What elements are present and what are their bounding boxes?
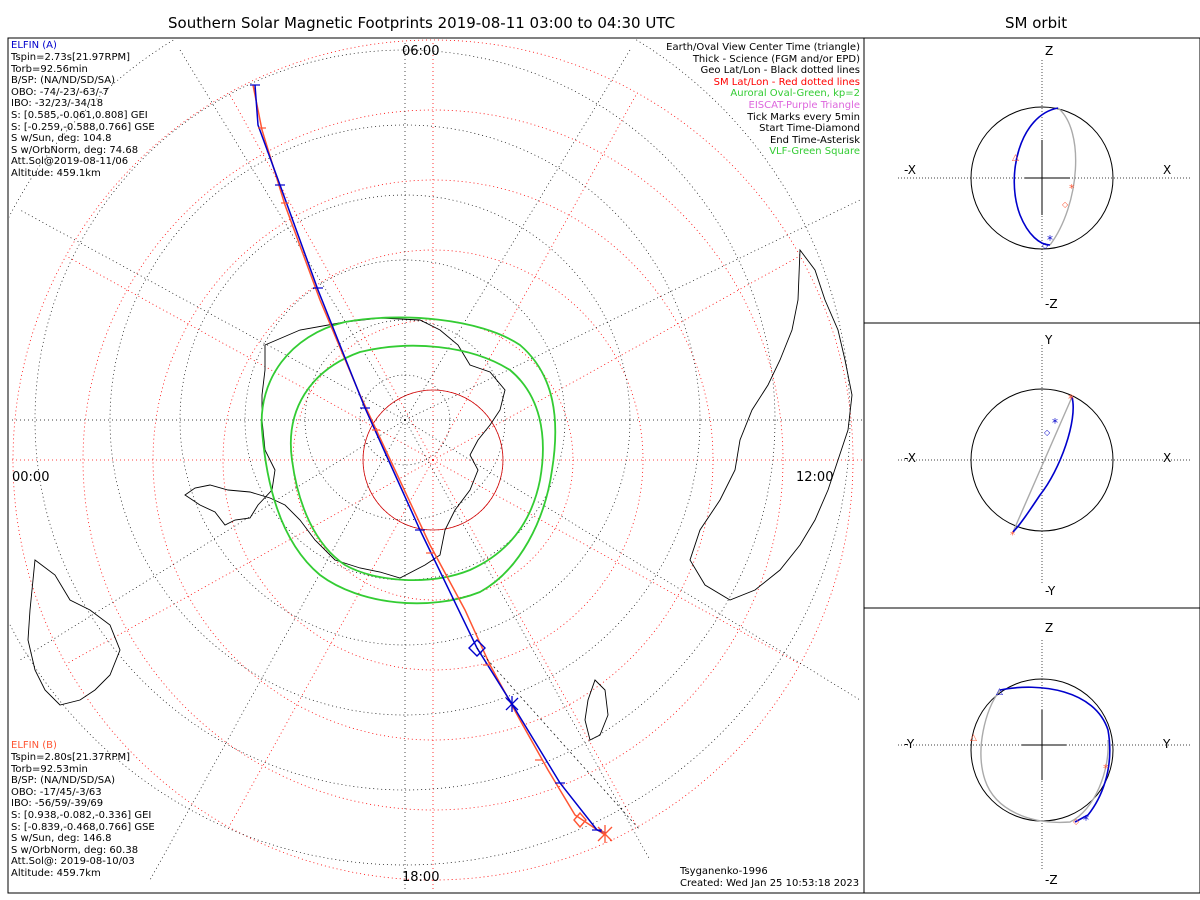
orbit2-h-right: X xyxy=(1163,451,1172,465)
sm-meridians xyxy=(10,40,862,890)
elfin-b-line: B/SP: (NA/ND/SD/SA) xyxy=(11,775,115,787)
elfin-b-end-asterisk xyxy=(597,825,613,843)
elfin-a-line: S: [0.585,-0.061,0.808] GEI xyxy=(11,109,148,121)
orbit1-v-bottom: -Z xyxy=(1045,297,1058,311)
island-coastline xyxy=(584,679,609,741)
elfin-a-label: ELFIN (A) xyxy=(11,40,57,51)
svg-text:*: * xyxy=(1083,813,1089,827)
elfin-a-line: OBO: -74/-23/-63/-7 xyxy=(11,86,109,98)
orbit1-h-right: X xyxy=(1163,163,1172,177)
orbit2-h-left: -X xyxy=(904,451,916,465)
legend: Earth/Oval View Center Time (triangle) T… xyxy=(666,42,860,158)
mlt-label-bottom: 18:00 xyxy=(402,870,440,885)
legend-item: VLF-Green Square xyxy=(769,146,860,158)
svg-text:*: * xyxy=(1010,530,1015,541)
svg-text:*: * xyxy=(1068,392,1074,406)
elfin-b-line: OBO: -17/45/-3/63 xyxy=(11,786,102,798)
mlt-label-top: 06:00 xyxy=(402,44,440,59)
svg-text:*: * xyxy=(1069,182,1075,195)
legend-item: Start Time-Diamond xyxy=(759,123,860,135)
legend-item: Tick Marks every 5min xyxy=(747,111,860,123)
legend-item: Thick - Science (FGM and/or EPD) xyxy=(692,53,860,65)
legend-item: End Time-Asterisk xyxy=(769,134,860,146)
orbit3-v-top: Z xyxy=(1045,621,1054,635)
continent-coastline-left xyxy=(27,559,121,706)
mlt-label-left: 00:00 xyxy=(12,470,50,485)
orbit2-v-bottom: -Y xyxy=(1045,584,1056,598)
auroral-oval-outer xyxy=(260,316,557,605)
elfin-b-label: ELFIN (B) xyxy=(11,740,57,751)
svg-text:△: △ xyxy=(1012,153,1019,163)
elfin-b-line: Tspin=2.80s[21.37RPM] xyxy=(11,752,131,763)
auroral-oval-inner xyxy=(290,344,544,581)
elfin-b-line: S: [-0.839,-0.468,0.766] GSE xyxy=(11,821,155,833)
legend-item: Geo Lat/Lon - Black dotted lines xyxy=(700,65,860,77)
elfin-a-line: B/SP: (NA/ND/SD/SA) xyxy=(11,75,115,87)
elfin-b-line: Att.Sol@: 2019-08-10/03 xyxy=(11,856,135,868)
orbit-frame xyxy=(863,37,1200,894)
map-title: Southern Solar Magnetic Footprints 2019-… xyxy=(168,14,676,32)
svg-text:△: △ xyxy=(970,733,977,743)
elfin-a-line: S w/Sun, deg: 104.8 xyxy=(11,133,112,145)
elfin-a-line: S w/OrbNorm, deg: 74.68 xyxy=(11,144,139,156)
sm-pole-circle xyxy=(362,389,504,531)
orbit1-h-left: -X xyxy=(904,163,916,177)
elfin-b-line: Torb=92.53min xyxy=(11,763,88,775)
mlt-label-right: 12:00 xyxy=(796,470,834,485)
elfin-b-line: IBO: -56/59/-39/69 xyxy=(11,798,104,810)
elfin-b-line: Altitude: 459.7km xyxy=(11,867,101,879)
elfin-a-tick-marks xyxy=(250,84,602,831)
svg-text:◇: ◇ xyxy=(1044,428,1051,437)
svg-text:◇: ◇ xyxy=(1062,200,1069,209)
model-label: Tsyganenko-1996 xyxy=(680,866,768,877)
svg-text:*: * xyxy=(1047,233,1053,247)
svg-text:*: * xyxy=(1103,762,1109,775)
continent-coastline-right xyxy=(689,248,853,601)
elfin-a-line: Att.Sol@2019-08-11/06 xyxy=(11,156,129,168)
created-label: Created: Wed Jan 25 10:53:18 2023 xyxy=(680,878,860,889)
geo-meridians xyxy=(10,40,862,890)
legend-item: Earth/Oval View Center Time (triangle) xyxy=(666,42,860,53)
elfin-b-line: S w/Sun, deg: 146.8 xyxy=(11,833,112,845)
elfin-a-line: Tspin=2.73s[21.97RPM] xyxy=(11,52,131,63)
svg-text:◇: ◇ xyxy=(1073,817,1080,826)
elfin-a-line: Altitude: 459.1km xyxy=(11,167,101,179)
elfin-b-line: S: [0.938,-0.082,-0.336] GEI xyxy=(11,809,152,821)
legend-item: SM Lat/Lon - Red dotted lines xyxy=(713,76,860,88)
elfin-b-track xyxy=(252,84,606,836)
elfin-b-tick-marks xyxy=(258,127,543,761)
elfin-a-line: IBO: -32/23/-34/18 xyxy=(11,98,104,110)
elfin-b-line: S w/OrbNorm, deg: 60.38 xyxy=(11,844,139,856)
orbit2-v-top: Y xyxy=(1045,333,1053,347)
antarctica-coastline xyxy=(184,317,506,579)
orbit3-v-bottom: -Z xyxy=(1045,873,1058,887)
orbit-panel-xz: * △ ◇ * ◇ xyxy=(898,60,1190,300)
elfin-a-end-asterisk xyxy=(505,696,519,712)
svg-text:◇: ◇ xyxy=(1042,241,1049,250)
orbit1-v-top: Z xyxy=(1045,44,1054,58)
elfin-b-start-diamond xyxy=(573,811,587,829)
elfin-a-line: Torb=92.56min xyxy=(11,63,88,75)
elfin-a-line: S: [-0.259,-0.588,0.766] GSE xyxy=(11,121,155,133)
orbit3-h-right: Y xyxy=(1163,737,1171,751)
elfin-b-info: Tspin=2.80s[21.37RPM] Torb=92.53min B/SP… xyxy=(11,752,155,880)
elfin-a-info: Tspin=2.73s[21.97RPM] Torb=92.56min B/SP… xyxy=(11,52,155,180)
legend-item: EISCAT-Purple Triangle xyxy=(748,99,861,111)
elfin-a-start-diamond xyxy=(468,639,486,657)
orbit-panel-yz: △ △ * * ◇ xyxy=(898,640,1190,870)
polar-map xyxy=(9,39,862,890)
orbit3-h-left: -Y xyxy=(904,737,915,751)
orbit-title: SM orbit xyxy=(1005,14,1068,32)
svg-text:*: * xyxy=(1052,416,1058,430)
svg-text:△: △ xyxy=(996,687,1003,697)
legend-item: Auroral Oval-Green, kp=2 xyxy=(730,88,860,100)
orbit-panel-xy: * * * ◇ xyxy=(898,345,1190,585)
projection-line xyxy=(476,647,641,831)
